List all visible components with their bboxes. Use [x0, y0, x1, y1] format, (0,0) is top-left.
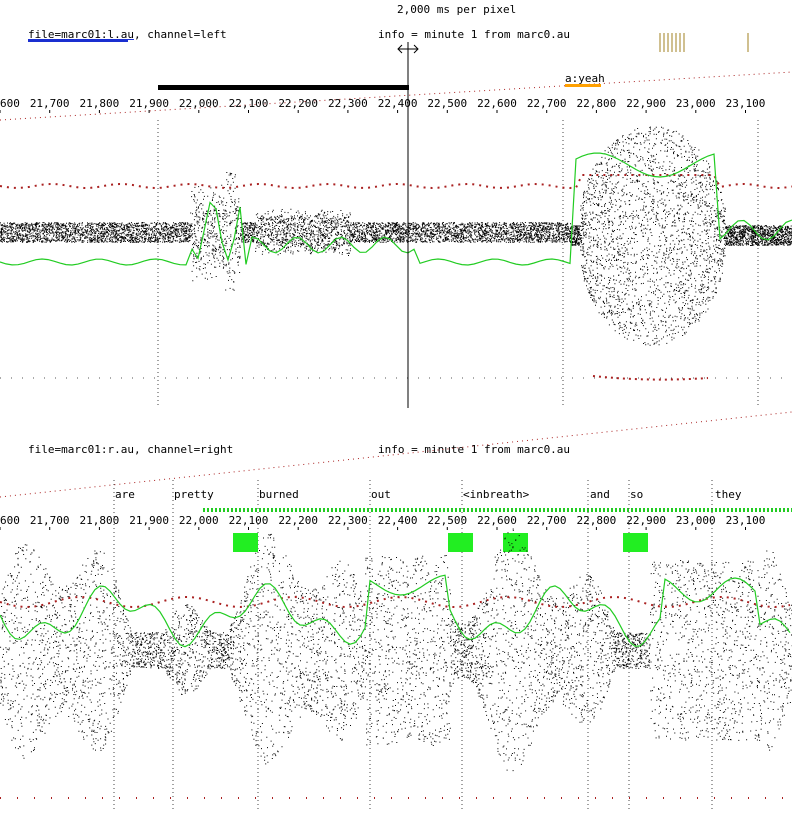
word-label[interactable]: and — [590, 488, 610, 501]
top-channel-label: , channel=left — [133, 28, 227, 41]
top-waveform — [0, 126, 792, 346]
top-file-link[interactable]: file=marc01:l.au, channel=left — [28, 28, 227, 41]
top-info-label: info = minute 1 from marc0.au — [378, 28, 571, 41]
bottom-energy-contour — [0, 595, 791, 609]
tick-label: 22,200 — [278, 97, 318, 110]
tick-label: 21,900 — [129, 97, 169, 110]
tick-label: 23,100 — [726, 97, 766, 110]
sample-dots — [0, 172, 571, 291]
top-grid — [157, 120, 759, 405]
resolution-label: 2,000 ms per pixel — [397, 3, 517, 16]
tick-label: 22,800 — [577, 514, 617, 527]
tick-label: 22,500 — [427, 514, 467, 527]
tick-label: 22,900 — [626, 514, 666, 527]
tick-label: 22,100 — [229, 97, 269, 110]
tick-label: 21,800 — [80, 97, 120, 110]
highlight-block[interactable] — [448, 533, 473, 552]
word-label[interactable]: pretty — [174, 488, 214, 501]
sample-dots — [0, 528, 792, 772]
tick-label: 23,100 — [726, 514, 766, 527]
highlight-block[interactable] — [503, 533, 528, 552]
top-selection-bar[interactable] — [158, 85, 409, 90]
bottom-axis: 21,600 21,700 21,800 21,900 22,000 22,100 22,2… — [0, 514, 765, 530]
top-annotation-bar[interactable] — [565, 84, 601, 87]
tick-label: 21,900 — [129, 514, 169, 527]
tick-label: 22,700 — [527, 97, 567, 110]
tick-label: 21,600 — [0, 97, 20, 110]
tick-label: 22,900 — [626, 97, 666, 110]
tick-label: 22,000 — [179, 97, 219, 110]
word-label[interactable]: so — [630, 488, 644, 501]
word-label[interactable]: burned — [259, 488, 299, 501]
top-energy-contour — [0, 174, 792, 190]
top-pitch-contour — [0, 152, 792, 266]
top-axis: 21,600 21,700 21,800 21,900 22,000 22,100 22,2… — [0, 97, 765, 113]
bottom-info-label: info = minute 1 from marc0.au — [378, 443, 571, 456]
tick-label: 23,000 — [676, 97, 716, 110]
tick-label: 22,800 — [577, 97, 617, 110]
bottom-waveform — [0, 528, 792, 772]
tick-label: 22,500 — [427, 97, 467, 110]
tick-label: 21,700 — [30, 514, 70, 527]
tick-label: 21,800 — [80, 514, 120, 527]
top-bottom-energy — [592, 375, 709, 381]
tick-label: 22,700 — [527, 514, 567, 527]
tick-label: 21,600 — [0, 514, 20, 527]
double-arrow-icon[interactable] — [397, 44, 419, 54]
top-file-name[interactable]: file=marc01:l.au — [28, 28, 134, 41]
bottom-diagonal-guide — [0, 411, 792, 498]
tick-label: 22,400 — [378, 97, 418, 110]
sample-dots — [570, 126, 792, 346]
tick-label: 23,000 — [676, 514, 716, 527]
word-label[interactable]: out — [371, 488, 391, 501]
tick-label: 22,300 — [328, 514, 368, 527]
word-label[interactable]: they — [715, 488, 742, 501]
bottom-file-label[interactable]: file=marc01:r.au, channel=right — [28, 443, 234, 456]
tick-label: 22,600 — [477, 514, 517, 527]
highlight-block[interactable] — [623, 533, 648, 552]
word-label[interactable]: <inbreath> — [463, 488, 530, 501]
tick-label: 22,200 — [278, 514, 318, 527]
top-diagonal-guide — [0, 71, 792, 121]
tick-label: 22,600 — [477, 97, 517, 110]
tick-label: 21,700 — [30, 97, 70, 110]
tick-label: 22,300 — [328, 97, 368, 110]
tick-label: 22,100 — [229, 514, 269, 527]
bottom-grid — [113, 480, 713, 812]
top-annotation-word[interactable]: a:yeah — [565, 72, 605, 85]
tick-label: 22,400 — [378, 514, 418, 527]
bottom-pitch-contour — [0, 574, 791, 648]
word-label[interactable]: are — [115, 488, 135, 501]
tick-label: 22,000 — [179, 514, 219, 527]
highlight-block[interactable] — [233, 533, 258, 552]
top-file-underline — [28, 40, 128, 42]
